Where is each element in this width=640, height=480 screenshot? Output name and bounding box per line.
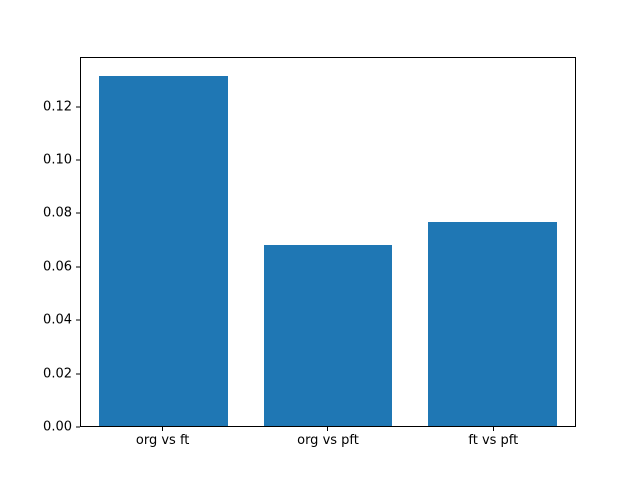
x-axis: org vs ft org vs pft ft vs pft	[80, 427, 576, 447]
y-tick: 0.02	[43, 367, 80, 380]
y-tick-label: 0.08	[43, 205, 72, 221]
y-tick: 0.04	[43, 314, 80, 327]
y-tick-mark	[76, 106, 80, 108]
x-tick-label: org vs ft	[135, 433, 190, 448]
y-tick-mark	[76, 266, 80, 268]
x-tick: ft vs pft	[411, 427, 576, 447]
y-tick-mark	[76, 319, 80, 321]
y-tick-mark	[76, 159, 80, 161]
bar-org-vs-ft	[99, 75, 228, 426]
x-tick: org vs ft	[80, 427, 245, 447]
plot-area	[80, 57, 576, 427]
y-tick-label: 0.02	[43, 366, 72, 382]
y-axis: 0.00 0.02 0.04 0.06 0.08 0.10 0.12	[0, 57, 80, 434]
x-tick-mark	[492, 427, 494, 431]
y-tick: 0.00	[43, 421, 80, 434]
bar-slot	[246, 58, 411, 426]
y-tick: 0.08	[43, 207, 80, 220]
y-tick-mark	[76, 373, 80, 375]
y-tick-mark	[76, 212, 80, 214]
bar-ft-vs-pft	[428, 221, 557, 426]
x-tick-mark	[162, 427, 164, 431]
y-tick: 0.12	[43, 100, 80, 113]
x-tick: org vs pft	[245, 427, 410, 447]
x-tick-mark	[327, 427, 329, 431]
y-tick-label: 0.00	[43, 419, 72, 435]
y-tick-mark	[76, 426, 80, 428]
bar-slot	[81, 58, 246, 426]
y-tick: 0.10	[43, 154, 80, 167]
bar-slot	[410, 58, 575, 426]
y-tick-label: 0.12	[43, 99, 72, 115]
y-tick-label: 0.04	[43, 312, 72, 328]
bar-org-vs-pft	[263, 245, 393, 426]
y-tick-label: 0.06	[43, 259, 72, 275]
x-tick-label: ft vs pft	[468, 433, 519, 448]
y-tick: 0.06	[43, 260, 80, 273]
x-tick-label: org vs pft	[297, 433, 359, 448]
y-tick-label: 0.10	[43, 152, 72, 168]
